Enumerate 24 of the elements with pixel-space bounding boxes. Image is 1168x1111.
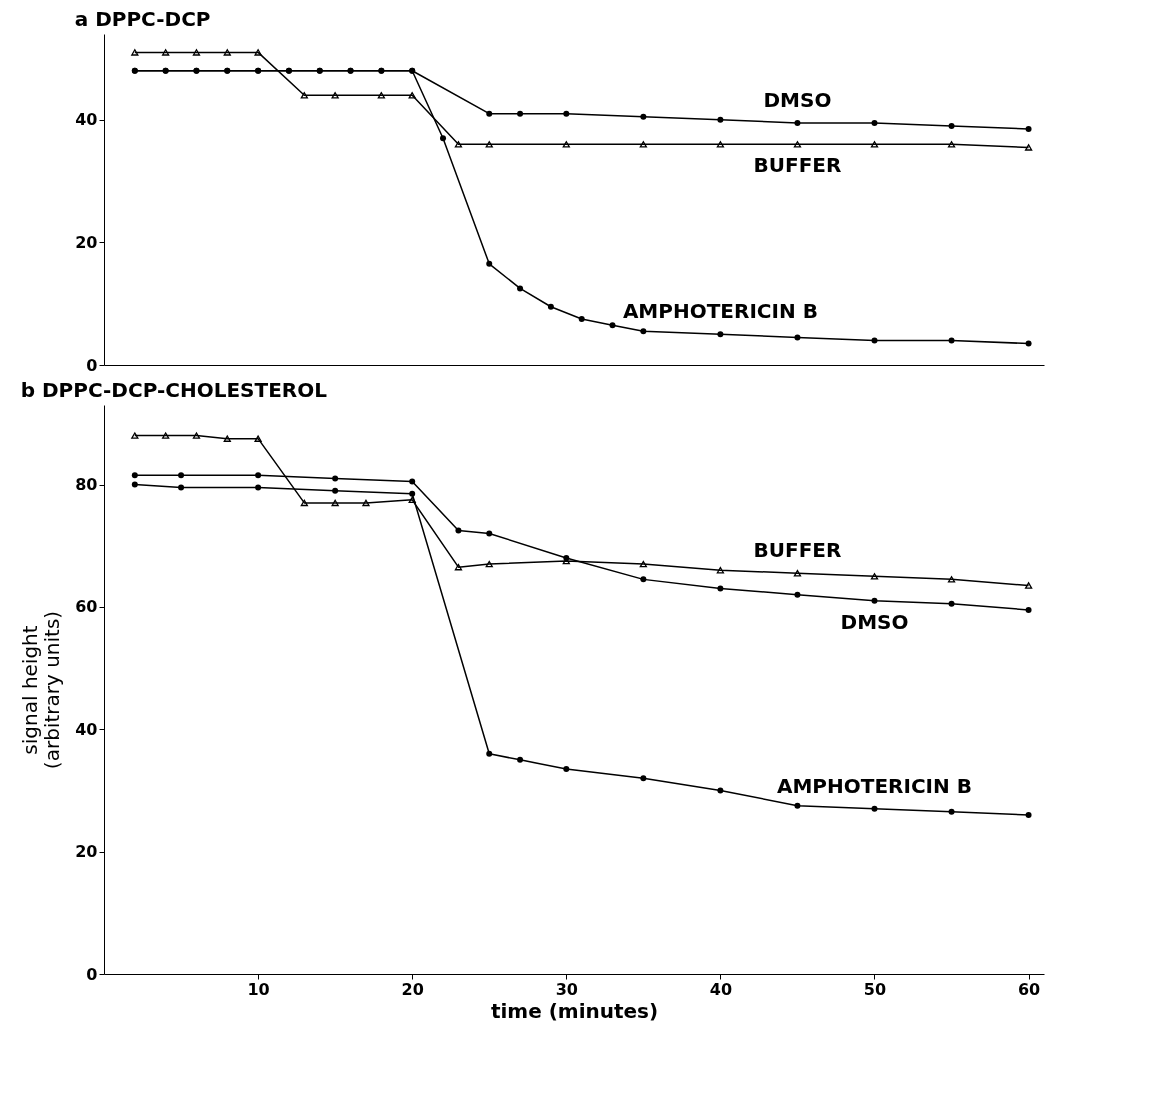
x-tick-label: 40 — [709, 979, 733, 999]
x-tick-label: 30 — [555, 979, 578, 999]
y-tick-label: 0 — [86, 964, 98, 984]
x-axis-title: time (minutes) — [490, 998, 659, 1023]
y-tick-label: 60 — [75, 597, 98, 617]
series-label: DMSO — [840, 609, 909, 634]
series-label: AMPHOTERICIN B — [776, 773, 972, 798]
y-tick-label: 0 — [86, 355, 98, 375]
text: b DPPC-DCP-CHOLESTEROL — [20, 378, 327, 402]
x-tick-label: 50 — [863, 979, 887, 999]
series-label: AMPHOTERICIN B — [622, 299, 818, 324]
y-tick-label: 20 — [75, 842, 98, 862]
x-tick-label: 20 — [401, 979, 424, 999]
y-tick-label: 20 — [75, 232, 98, 252]
y-axis-title: signal height (arbitrary units) — [18, 610, 65, 770]
x-tick-label: 10 — [247, 979, 270, 999]
series-label: BUFFER — [753, 153, 842, 178]
series-label: DMSO — [763, 87, 832, 112]
series-label: BUFFER — [753, 538, 842, 563]
x-tick-label: 60 — [1017, 979, 1041, 999]
text: a DPPC-DCP — [74, 7, 211, 31]
y-tick-label: 40 — [75, 719, 98, 739]
y-tick-label: 80 — [75, 475, 98, 495]
y-tick-label: 40 — [75, 110, 98, 130]
